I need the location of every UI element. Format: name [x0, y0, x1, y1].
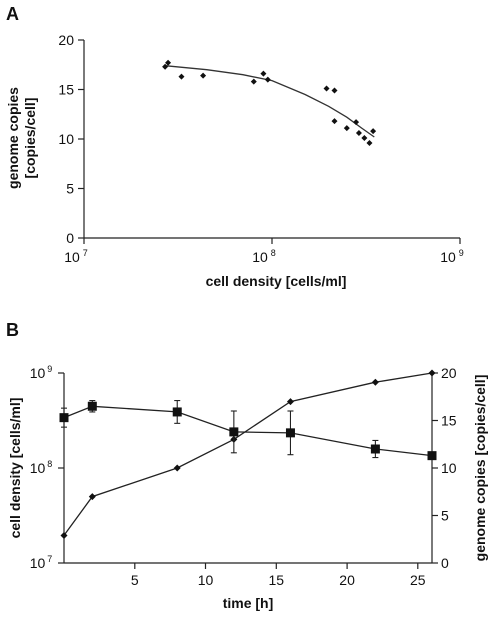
diamond-marker	[60, 531, 68, 539]
panel-b-left-tick-label: 10 9	[30, 364, 53, 381]
panel-b-x-tick-label: 25	[410, 572, 426, 588]
panel-b-series	[59, 369, 437, 539]
data-point	[343, 125, 350, 132]
panel-a-y-tick-label: 10	[58, 131, 74, 147]
panel-b-left-tick-base: 10	[30, 555, 46, 571]
panel-b-right-tick-label: 10	[441, 460, 457, 476]
diamond-marker	[371, 378, 379, 386]
panel-b-label: B	[6, 320, 19, 340]
panel-b-right-tick-label: 5	[441, 508, 449, 524]
panel-a-fit-curve	[165, 65, 375, 138]
data-point	[370, 128, 377, 135]
panel-b-x-tick-label: 5	[131, 572, 139, 588]
panel-b-left-tick-base: 10	[30, 365, 46, 381]
panel-a-x-tick-base: 10	[252, 249, 268, 265]
panel-a-y-axis-label-line2: [copies/cell]	[22, 98, 38, 179]
panel-b-left-tick-exponent: 8	[47, 459, 52, 469]
panel-b-right-ticks: 0 5 10 15 20	[432, 365, 457, 571]
panel-b-x-tick-label: 10	[198, 572, 214, 588]
panel-b-right-axis-label: genome copies [copies/cell]	[472, 375, 488, 562]
panel-a-y-tick-label: 15	[58, 82, 74, 98]
panel-b-left-tick-exponent: 7	[47, 554, 52, 564]
square-marker	[285, 428, 295, 438]
square-marker	[427, 451, 437, 461]
square-marker	[87, 401, 97, 411]
panel-a-x-axis-label: cell density [cells/ml]	[206, 273, 347, 289]
data-point	[162, 63, 169, 70]
data-point	[165, 59, 172, 66]
panel-a-y-tick-label: 0	[66, 230, 74, 246]
panel-a-x-tick-base: 10	[440, 249, 456, 265]
panel-b-left-tick-base: 10	[30, 460, 46, 476]
panel-b: B 10 9 10 8 10 7 0 5 10 15 20	[6, 320, 488, 611]
panel-b-x-axis-label: time [h]	[223, 595, 274, 611]
data-point	[323, 85, 330, 92]
data-point	[200, 72, 207, 79]
panel-b-x-ticks: 5 10 15 20 25	[131, 563, 426, 588]
diamond-marker	[173, 464, 181, 472]
panel-b-left-ticks: 10 9 10 8 10 7	[30, 364, 64, 571]
panel-a-x-tick-label: 10 8	[252, 248, 276, 265]
data-point	[178, 73, 185, 80]
panel-a-x-tick-label: 10 9	[440, 248, 464, 265]
panel-b-left-tick-exponent: 9	[47, 364, 52, 374]
panel-b-right-tick-label: 15	[441, 413, 457, 429]
diamond-marker	[428, 369, 436, 377]
data-point	[250, 78, 257, 85]
cell-density-series	[60, 369, 436, 539]
data-point	[366, 139, 373, 146]
data-point	[331, 118, 338, 125]
data-point	[264, 76, 271, 83]
panel-b-left-tick-label: 10 8	[30, 459, 53, 476]
data-point	[260, 70, 267, 77]
diamond-marker	[88, 493, 96, 501]
panel-a: A 0 5 10 15 20 10 7 10 8 10 9 cell density …	[5, 4, 464, 289]
panel-b-x-tick-label: 20	[339, 572, 355, 588]
data-point	[331, 87, 338, 94]
panel-a-y-axis-label-line1: genome copies	[5, 87, 21, 189]
panel-b-left-axis-label: cell density [cells/ml]	[7, 398, 23, 539]
panel-a-x-tick-exponent: 9	[459, 248, 464, 258]
genome-copies-series	[59, 399, 437, 461]
square-marker	[172, 407, 182, 417]
panel-b-x-tick-label: 15	[269, 572, 285, 588]
panel-a-x-tick-exponent: 8	[271, 248, 276, 258]
panel-a-x-tick-exponent: 7	[83, 248, 88, 258]
panel-a-label: A	[6, 4, 19, 24]
diamond-marker	[286, 398, 294, 406]
panel-b-left-tick-label: 10 7	[30, 554, 53, 571]
panel-a-y-tick-label: 5	[66, 181, 74, 197]
panel-a-y-tick-label: 20	[58, 32, 74, 48]
cell-density-series-line	[63, 372, 433, 536]
panel-a-x-tick-label: 10 7	[64, 248, 88, 265]
panel-a-x-tick-base: 10	[64, 249, 80, 265]
square-marker	[229, 427, 239, 437]
panel-b-right-tick-label: 20	[441, 365, 457, 381]
panel-a-x-ticks: 10 7 10 8 10 9	[64, 238, 464, 265]
data-point	[361, 135, 368, 142]
square-marker	[59, 413, 69, 423]
panel-b-right-tick-label: 0	[441, 555, 449, 571]
data-point	[353, 119, 360, 126]
panel-a-y-ticks: 0 5 10 15 20	[58, 32, 84, 246]
data-point	[355, 130, 362, 137]
square-marker	[370, 444, 380, 454]
panel-a-data-points	[162, 59, 377, 146]
